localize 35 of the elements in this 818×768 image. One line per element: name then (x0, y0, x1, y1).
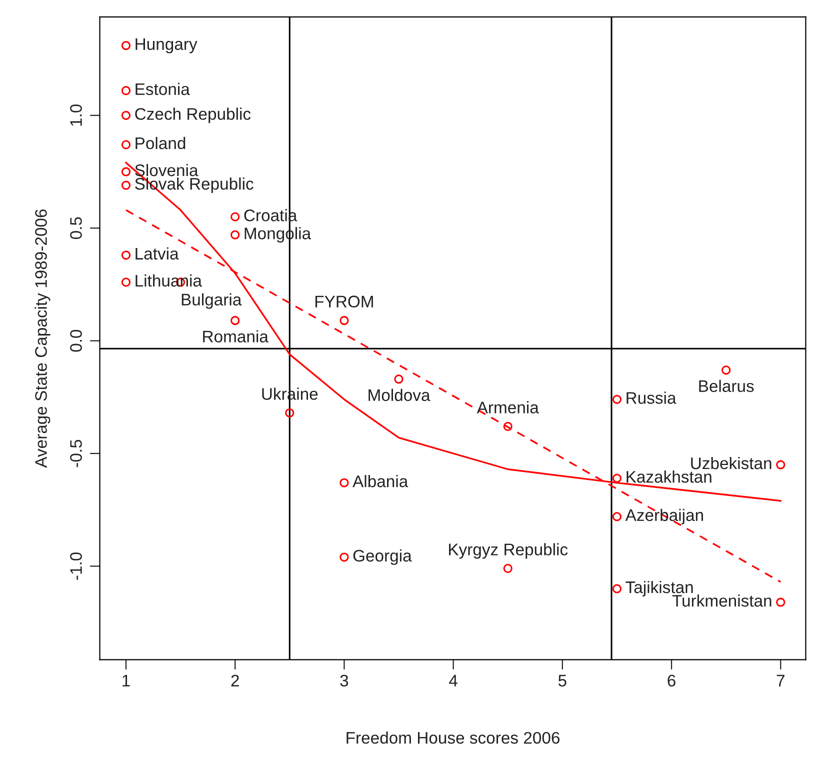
annotation: Poland (136, 136, 186, 150)
x-tick-label: 3 (340, 674, 348, 687)
annotation: Georgia (353, 549, 412, 565)
annotation: Moldova (368, 388, 430, 402)
annotation: Kazakhstan (626, 470, 712, 483)
annotation: FYROM (315, 296, 373, 308)
annotation: Latvia (136, 247, 179, 260)
y-tick-label: 0.5 (70, 217, 82, 240)
annotation: Czech Republic (135, 108, 251, 124)
annotation: Uzbekistan (691, 456, 772, 470)
y-tick-label: -0.5 (70, 440, 82, 468)
annotation: Romania (203, 330, 268, 342)
x-tick-label: 5 (558, 674, 566, 687)
annotation: Kyrgyz Republic (449, 543, 568, 559)
x-tick-label: 6 (668, 674, 676, 687)
annotation: Tajikistan (626, 580, 693, 596)
annotation: Belarus (699, 380, 754, 392)
annotation: Turkmenistan (672, 594, 772, 607)
x-tick-label: 2 (231, 674, 239, 686)
y-tick-label: 1.0 (70, 104, 82, 126)
annotation: Russia (626, 392, 676, 404)
x-axis-title: Freedom House scores 2006 (346, 732, 560, 744)
annotation: Slovenia (135, 164, 198, 176)
y-axis-title: Average State Capacity 1989-2006 (34, 209, 50, 468)
x-tick-label: 1 (122, 674, 130, 686)
y-tick-label: -1.0 (70, 552, 82, 580)
x-tick-label: 4 (449, 674, 458, 686)
annotation: Bulgaria (182, 293, 242, 309)
y-tick-label: 0.0 (70, 330, 82, 352)
annotation: Hungary (136, 38, 198, 54)
annotation: Albania (352, 475, 408, 488)
annotation: Azerbaijan (625, 508, 703, 524)
annotation: Armenia (476, 401, 539, 414)
annotation: Estonia (136, 82, 190, 96)
x-tick-label: 7 (776, 674, 784, 686)
